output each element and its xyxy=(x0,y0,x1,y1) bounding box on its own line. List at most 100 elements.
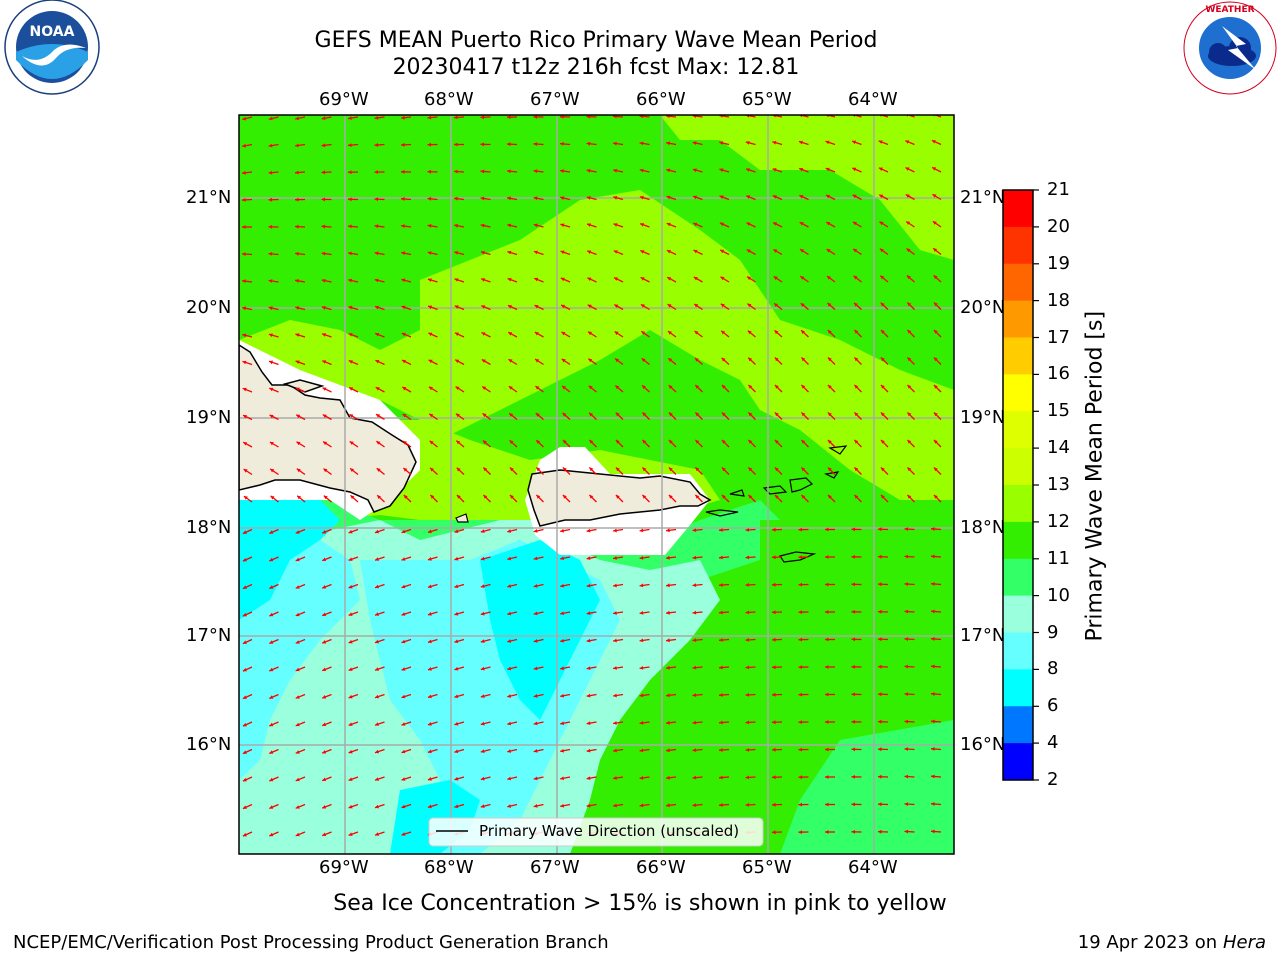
wave-arrow-head xyxy=(348,360,353,364)
wave-arrow-head xyxy=(560,693,564,698)
lat-label-right: 18°N xyxy=(960,517,1006,538)
lon-label-top: 67°W xyxy=(530,89,580,110)
wave-arrow-head xyxy=(376,468,381,472)
wave-arrow-head xyxy=(639,776,644,780)
wave-arrow-head xyxy=(774,494,779,499)
wave-arrow-head xyxy=(507,250,512,255)
wave-arrow-head xyxy=(374,116,379,120)
wave-arrow-head xyxy=(509,467,514,472)
wave-arrow-head xyxy=(825,775,829,779)
wave-arrow-head xyxy=(562,385,566,390)
wave-arrow-head xyxy=(323,495,328,500)
wave-arrow-head xyxy=(401,694,406,699)
wave-arrow-head xyxy=(427,142,432,147)
wave-arrow-head xyxy=(613,168,617,173)
colorbar-tick-label: 13 xyxy=(1047,474,1070,495)
wave-arrow-head xyxy=(587,304,592,309)
wave-arrow-head xyxy=(586,776,591,780)
colorbar-tick-label: 4 xyxy=(1047,732,1059,754)
wave-arrow-head xyxy=(375,557,379,561)
wave-arrow-head xyxy=(296,441,301,446)
wave-arrow-head xyxy=(721,467,726,472)
wave-arrow-head xyxy=(853,275,858,280)
wave-arrow-head xyxy=(401,722,406,726)
chart-title: GEFS MEAN Puerto Rico Primary Wave Mean … xyxy=(314,28,878,53)
wave-arrow-head xyxy=(589,412,593,417)
wave-arrow-head xyxy=(639,666,644,670)
wave-arrow-head xyxy=(427,639,432,644)
wave-arrow-head xyxy=(507,749,512,753)
wave-arrow-head xyxy=(322,750,327,754)
wave-arrow-head xyxy=(348,333,353,337)
lon-label-bottom: 69°W xyxy=(319,857,369,878)
wave-arrow-head xyxy=(748,439,753,444)
colorbar-label: Primary Wave Mean Period [s] xyxy=(1082,310,1108,642)
wave-arrow-head xyxy=(242,777,247,782)
wave-arrow-head xyxy=(931,664,935,669)
wave-arrow-head xyxy=(560,528,564,533)
lon-label-bottom: 67°W xyxy=(530,857,580,878)
wave-arrow-head xyxy=(269,805,274,809)
wave-arrow-head xyxy=(851,692,855,697)
wave-arrow-head xyxy=(933,494,938,499)
wave-arrow-head xyxy=(851,665,855,669)
wave-arrow-head xyxy=(852,167,857,172)
wave-arrow-head xyxy=(427,529,432,534)
wave-arrow-head xyxy=(932,167,937,171)
wave-arrow-head xyxy=(533,804,538,808)
wave-arrow xyxy=(798,115,809,118)
wave-arrow-head xyxy=(348,143,352,147)
wave-arrow-head xyxy=(931,829,935,834)
wave-arrow-head xyxy=(799,167,804,172)
wave-arrow-head xyxy=(772,692,776,697)
wave-arrow-head xyxy=(746,249,751,253)
wave-arrow-head xyxy=(589,439,594,444)
wave-arrow-head xyxy=(243,415,247,419)
wave-arrow-head xyxy=(295,116,299,121)
wave-arrow-head xyxy=(852,221,857,226)
wave-arrow-head xyxy=(295,360,300,364)
wave-arrow-head xyxy=(429,440,434,445)
wave-arrow-head xyxy=(480,556,485,561)
wave-arrow-head xyxy=(242,333,247,338)
wave-arrow-head xyxy=(931,140,936,144)
wave-arrow-head xyxy=(719,610,723,615)
wave-arrow-head xyxy=(375,612,379,616)
wave-arrow-head xyxy=(773,222,778,226)
wave-arrow-head xyxy=(427,694,432,699)
colorbar-segment xyxy=(1003,743,1033,781)
wave-arrow-head xyxy=(772,140,777,145)
wave-arrow-head xyxy=(242,585,247,589)
wave-arrow-head xyxy=(825,802,829,807)
colorbar-segment xyxy=(1003,374,1033,412)
wave-arrow-head xyxy=(269,442,274,446)
wave-arrow-head xyxy=(639,611,644,615)
lat-label-right: 20°N xyxy=(960,297,1006,318)
wave-arrow-head xyxy=(507,529,512,533)
wave-arrow-head xyxy=(507,142,511,147)
wave-arrow-head xyxy=(878,664,882,669)
wave-arrow-head xyxy=(642,412,647,417)
wave-arrow-head xyxy=(454,611,459,616)
wave-arrow-head xyxy=(798,582,802,587)
wave-arrow-head xyxy=(904,802,909,806)
wave-arrow-head xyxy=(745,748,750,752)
lon-label-top: 65°W xyxy=(742,89,792,110)
wave-arrow-head xyxy=(641,331,646,335)
wave-arrow-head xyxy=(852,140,857,145)
wave-arrow-head xyxy=(374,224,379,229)
wave-arrow-head xyxy=(243,469,248,473)
wave-arrow-head xyxy=(536,440,541,444)
wave-arrow-head xyxy=(668,467,673,472)
wave-arrow-head xyxy=(401,612,406,616)
wave-arrow-head xyxy=(879,194,884,199)
wave-arrow-head xyxy=(295,557,300,562)
wave-arrow-head xyxy=(533,529,538,533)
wave-arrow-head xyxy=(798,665,802,669)
wave-arrow-head xyxy=(375,749,379,754)
wave-arrow-head xyxy=(827,412,832,417)
wave-arrow-head xyxy=(507,666,512,671)
wave-arrow-head xyxy=(880,302,885,307)
wave-arrow-head xyxy=(589,494,594,499)
wave-arrow-head xyxy=(270,495,275,500)
